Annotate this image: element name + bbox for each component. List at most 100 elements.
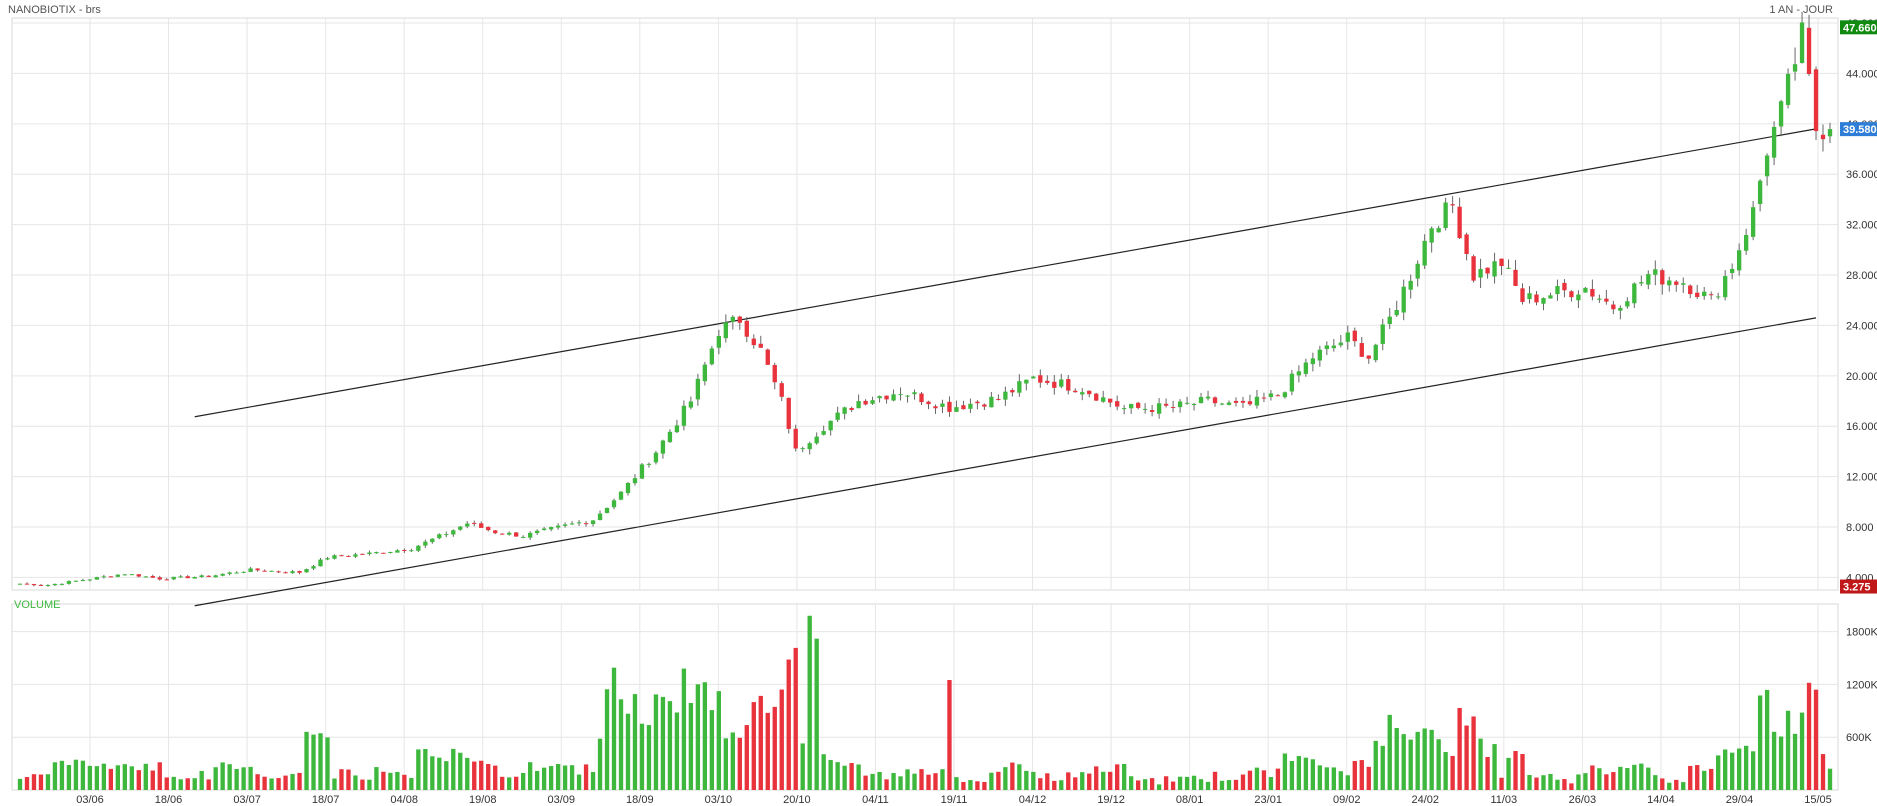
volume-bar [1247,770,1253,790]
candle-body [534,530,540,534]
volume-bar [1101,771,1106,790]
volume-bar [1555,779,1560,790]
candle-body [1681,283,1686,285]
volume-bar [877,771,882,790]
candle-body [1757,180,1763,205]
volume-bar [451,748,456,790]
candle-body [87,579,93,581]
candle-body [1736,250,1742,271]
volume-bar [346,769,351,790]
candle-body [688,401,694,408]
candle-body [1359,343,1364,357]
volume-bar [674,712,680,790]
volume-bar [45,774,51,790]
candle-body [388,552,393,554]
volume-bar [884,779,889,790]
candle-body [1101,397,1106,402]
high-price-badge-text: 47.660 [1843,22,1877,34]
volume-bar [807,615,812,790]
volume-bar [1010,762,1015,790]
candle-body [1485,267,1490,274]
date-tick-label: 03/10 [705,794,733,806]
volume-tick-label: 600K [1846,732,1872,744]
volume-bar [667,701,673,790]
date-tick-label: 19/11 [941,794,968,806]
volume-bar [500,776,505,790]
candle-body [1646,274,1651,285]
candle-body [1282,392,1288,398]
volume-bar [1163,776,1169,790]
candle-body [1380,324,1385,344]
candle-body [723,322,728,339]
trend-channel [194,128,1817,607]
volume-bar [101,763,107,790]
volume-bar [31,774,37,790]
candle-body [1296,371,1302,376]
volume-bar [1562,779,1567,790]
volume-bar [1415,731,1420,790]
candle-body [1366,355,1371,359]
candle-body [1045,380,1050,383]
volume-bar [1632,764,1637,790]
candle-body [157,577,162,580]
volume-bar [1583,773,1588,790]
volume-bar [1443,752,1448,790]
volume-bar [416,749,421,790]
price-tick-label: 24.000 [1846,320,1877,332]
volume-bar [1017,764,1022,790]
volume-bar [304,731,309,790]
period-label[interactable]: 1 AN - JOUR [1769,4,1833,16]
candle-body [1604,298,1609,302]
volume-bar [954,777,959,790]
volume-bar [1499,777,1504,790]
volume-bar [1282,753,1288,790]
candle-body [514,532,519,537]
chart-title: NANOBIOTIX - brs [8,4,101,16]
volume-bar [241,767,246,790]
volume-bar [751,702,756,790]
candle-body [1562,282,1567,291]
candle-body [1625,301,1630,307]
candle-body [842,407,847,414]
volume-bar [479,760,484,790]
candle-body [751,338,756,346]
last-price-badge-text: 39.580 [1843,124,1877,136]
candle-body [1792,64,1798,72]
volume-bar [1254,767,1260,790]
candle-body [1401,286,1406,313]
volume-bar [129,766,134,790]
candle-body [1038,375,1043,383]
candle-body [1778,101,1784,127]
volume-bar [1513,751,1518,790]
volume-bar [122,764,127,790]
candle-body [241,571,246,573]
volume-bar [59,760,65,790]
volume-bar [1757,695,1763,790]
candle-body [1128,403,1134,409]
candle-body [374,552,379,554]
volume-bar [576,774,582,790]
candle-body [1108,398,1113,403]
volume-bar [709,710,715,790]
low-price-badge [1840,579,1877,594]
candle-body [1576,294,1581,301]
volume-bar [695,684,701,790]
volume-bar [1289,760,1295,790]
candle-body [339,555,344,557]
candle-body [1149,410,1155,413]
date-axis: 03/06 18/06 03/07 18/07 04/08 19/08 03/09 18/09… [76,794,1832,806]
grid-lines [11,17,1839,791]
candle-body [1764,155,1770,177]
candle-body [1094,393,1099,401]
volume-bar [639,723,645,790]
volume-axis: 600K 1200K 1800K [1846,627,1877,745]
volume-bar [1813,689,1819,790]
date-tick-label: 24/02 [1412,794,1440,806]
candle-body [1799,22,1805,63]
candle-body [835,412,840,420]
volume-bar [73,759,79,790]
date-tick-label: 04/08 [390,794,418,806]
volume-bar [646,725,652,790]
volume-bar [290,773,295,790]
